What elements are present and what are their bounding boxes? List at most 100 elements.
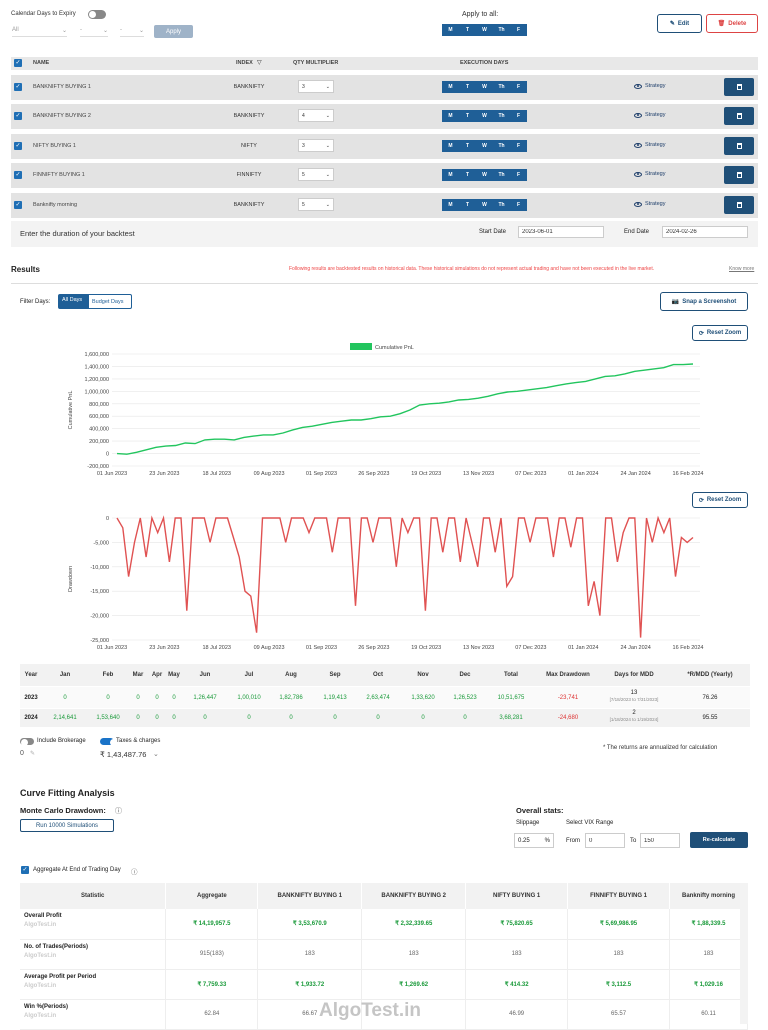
qty-multiplier-select[interactable]: 5 ⌄ — [298, 168, 334, 181]
execution-days[interactable]: M T W Th F — [442, 199, 527, 211]
month-pnl-cell: 1,26,447 — [193, 695, 217, 701]
execution-days[interactable]: M T W Th F — [442, 81, 527, 93]
y-tick-label: 0 — [106, 516, 109, 522]
filter-all-days[interactable]: All Days — [59, 295, 89, 308]
row-watermark: AlgoTest.in — [24, 922, 57, 928]
strategy-checkbox[interactable]: ✓ — [14, 201, 22, 209]
year-table-header: Max Drawdown — [546, 672, 590, 678]
stats-header: Banknifty morning — [669, 883, 748, 909]
trash-icon — [736, 113, 742, 119]
monte-carlo-label: Monte Carlo Drawdown: — [20, 806, 106, 815]
x-tick-label: 01 Sep 2023 — [306, 645, 337, 651]
stat-value: ₹ 14,19,957.5 — [165, 909, 259, 940]
execution-days[interactable]: M T W Th F — [442, 110, 527, 122]
snap-screenshot-button[interactable]: 📷 Snap a Screenshot — [660, 292, 748, 311]
month-pnl-cell: 0 — [203, 715, 207, 721]
day-t[interactable]: T — [465, 27, 470, 33]
delete-row-button[interactable] — [724, 78, 754, 96]
execution-days[interactable]: M T W Th F — [442, 169, 527, 181]
strategy-name: BANKNIFTY BUYING 2 — [33, 113, 91, 119]
edit-brokerage-icon[interactable]: ✎ — [30, 751, 36, 757]
stat-label: Win %(Periods) — [24, 1003, 68, 1010]
start-date-input[interactable] — [518, 226, 604, 238]
filter-icon[interactable]: ▽ — [257, 60, 262, 66]
stat-value: 915(183) — [165, 939, 259, 970]
y-tick-label: -20,000 — [90, 614, 109, 620]
month-pnl-cell: 2,63,474 — [366, 695, 390, 701]
qty-multiplier-select[interactable]: 3 ⌄ — [298, 80, 334, 93]
strategy-link[interactable]: Strategy — [634, 83, 665, 89]
month-pnl-cell: 1,00,010 — [237, 695, 261, 701]
delete-row-button[interactable] — [724, 166, 754, 184]
scrollbar[interactable] — [740, 883, 748, 1024]
strategy-link[interactable]: Strategy — [634, 112, 665, 118]
strategy-link[interactable]: Strategy — [634, 142, 665, 148]
delete-button[interactable]: 🗑 Delete — [706, 14, 758, 33]
end-date-input[interactable] — [662, 226, 748, 238]
strategy-checkbox[interactable]: ✓ — [14, 171, 22, 179]
strategy-name: BANKNIFTY BUYING 1 — [33, 84, 91, 90]
run-simulations-button[interactable]: Run 10000 Simulations — [20, 819, 114, 832]
stat-value: 183 — [257, 939, 363, 970]
filter-select-3[interactable]: - ⌄ — [120, 27, 144, 37]
year-table-header: Oct — [372, 672, 383, 678]
aggregate-checkbox[interactable]: ✓ — [21, 866, 29, 874]
taxes-toggle[interactable] — [100, 738, 117, 746]
year-table-header: Jul — [244, 672, 254, 678]
stat-value: ₹ 75,820.65 — [465, 909, 569, 940]
know-more-link[interactable]: Know more — [729, 266, 755, 272]
calendar-days-toggle[interactable] — [88, 10, 106, 19]
strategy-link[interactable]: Strategy — [634, 171, 665, 177]
vix-label: Select VIX Range — [566, 820, 614, 826]
to-input[interactable] — [640, 833, 680, 848]
month-pnl-cell: 0 — [63, 695, 67, 701]
edit-button[interactable]: ✎ Edit — [657, 14, 702, 33]
day-f[interactable]: F — [516, 27, 521, 33]
strategy-checkbox[interactable]: ✓ — [14, 83, 22, 91]
row-watermark: AlgoTest.in — [24, 952, 57, 959]
month-pnl-cell: 1,33,620 — [411, 695, 435, 701]
filter-budget-days[interactable]: Budget Days — [92, 299, 124, 305]
info-icon[interactable]: ⓘ — [115, 808, 122, 815]
filter-select-2[interactable]: - ⌄ — [80, 27, 108, 37]
trash-icon — [736, 84, 742, 90]
month-pnl-cell: 1,19,413 — [323, 695, 347, 701]
stats-header: Statistic — [20, 883, 167, 909]
calendar-days-label: Calendar Days to Expiry — [11, 11, 76, 17]
delete-row-button[interactable] — [724, 196, 754, 214]
qty-multiplier-select[interactable]: 5 ⌄ — [298, 198, 334, 211]
filter-select-1[interactable]: All ⌄ — [12, 27, 67, 37]
year-table-header: Dec — [459, 672, 471, 678]
include-brokerage-toggle[interactable] — [20, 738, 34, 746]
slippage-input[interactable]: 0.25 — [518, 837, 530, 844]
qty-multiplier-select[interactable]: 3 ⌄ — [298, 139, 334, 152]
month-pnl-cell: 0 — [172, 715, 176, 721]
x-tick-label: 16 Feb 2024 — [673, 645, 704, 651]
info-icon[interactable]: ⓘ — [131, 869, 138, 876]
recalculate-button[interactable]: Re-calculate — [690, 832, 748, 848]
x-tick-label: 26 Sep 2023 — [358, 645, 389, 651]
stat-label: Overall Profit — [24, 913, 62, 919]
apply-button[interactable]: Apply — [154, 25, 193, 38]
apply-all-days[interactable]: M T W Th F — [442, 24, 527, 36]
execution-days[interactable]: M T W Th F — [442, 140, 527, 152]
from-input[interactable] — [585, 833, 625, 848]
delete-row-button[interactable] — [724, 107, 754, 125]
strategy-checkbox[interactable]: ✓ — [14, 142, 22, 150]
day-th[interactable]: Th — [498, 27, 505, 33]
select-all-checkbox[interactable]: ✓ — [14, 59, 22, 67]
strategy-checkbox[interactable]: ✓ — [14, 112, 22, 120]
month-pnl-cell: 1,26,523 — [453, 695, 477, 701]
qty-multiplier-select[interactable]: 4 ⌄ — [298, 109, 334, 122]
x-tick-label: 18 Jul 2023 — [203, 645, 231, 651]
chevron-down-icon[interactable]: ⌄ — [153, 751, 159, 758]
day-w[interactable]: W — [482, 27, 487, 33]
strategy-link[interactable]: Strategy — [634, 201, 665, 207]
reset-zoom-button-1[interactable]: ⟳ Reset Zoom — [692, 325, 748, 341]
delete-row-button[interactable] — [724, 137, 754, 155]
strategy-index: NIFTY — [241, 143, 257, 149]
percent-label: % — [544, 837, 550, 844]
reset-zoom-button-2[interactable]: ⟳ Reset Zoom — [692, 492, 748, 508]
stat-value: ₹ 2,32,339.65 — [361, 909, 467, 940]
day-m[interactable]: M — [448, 27, 453, 33]
